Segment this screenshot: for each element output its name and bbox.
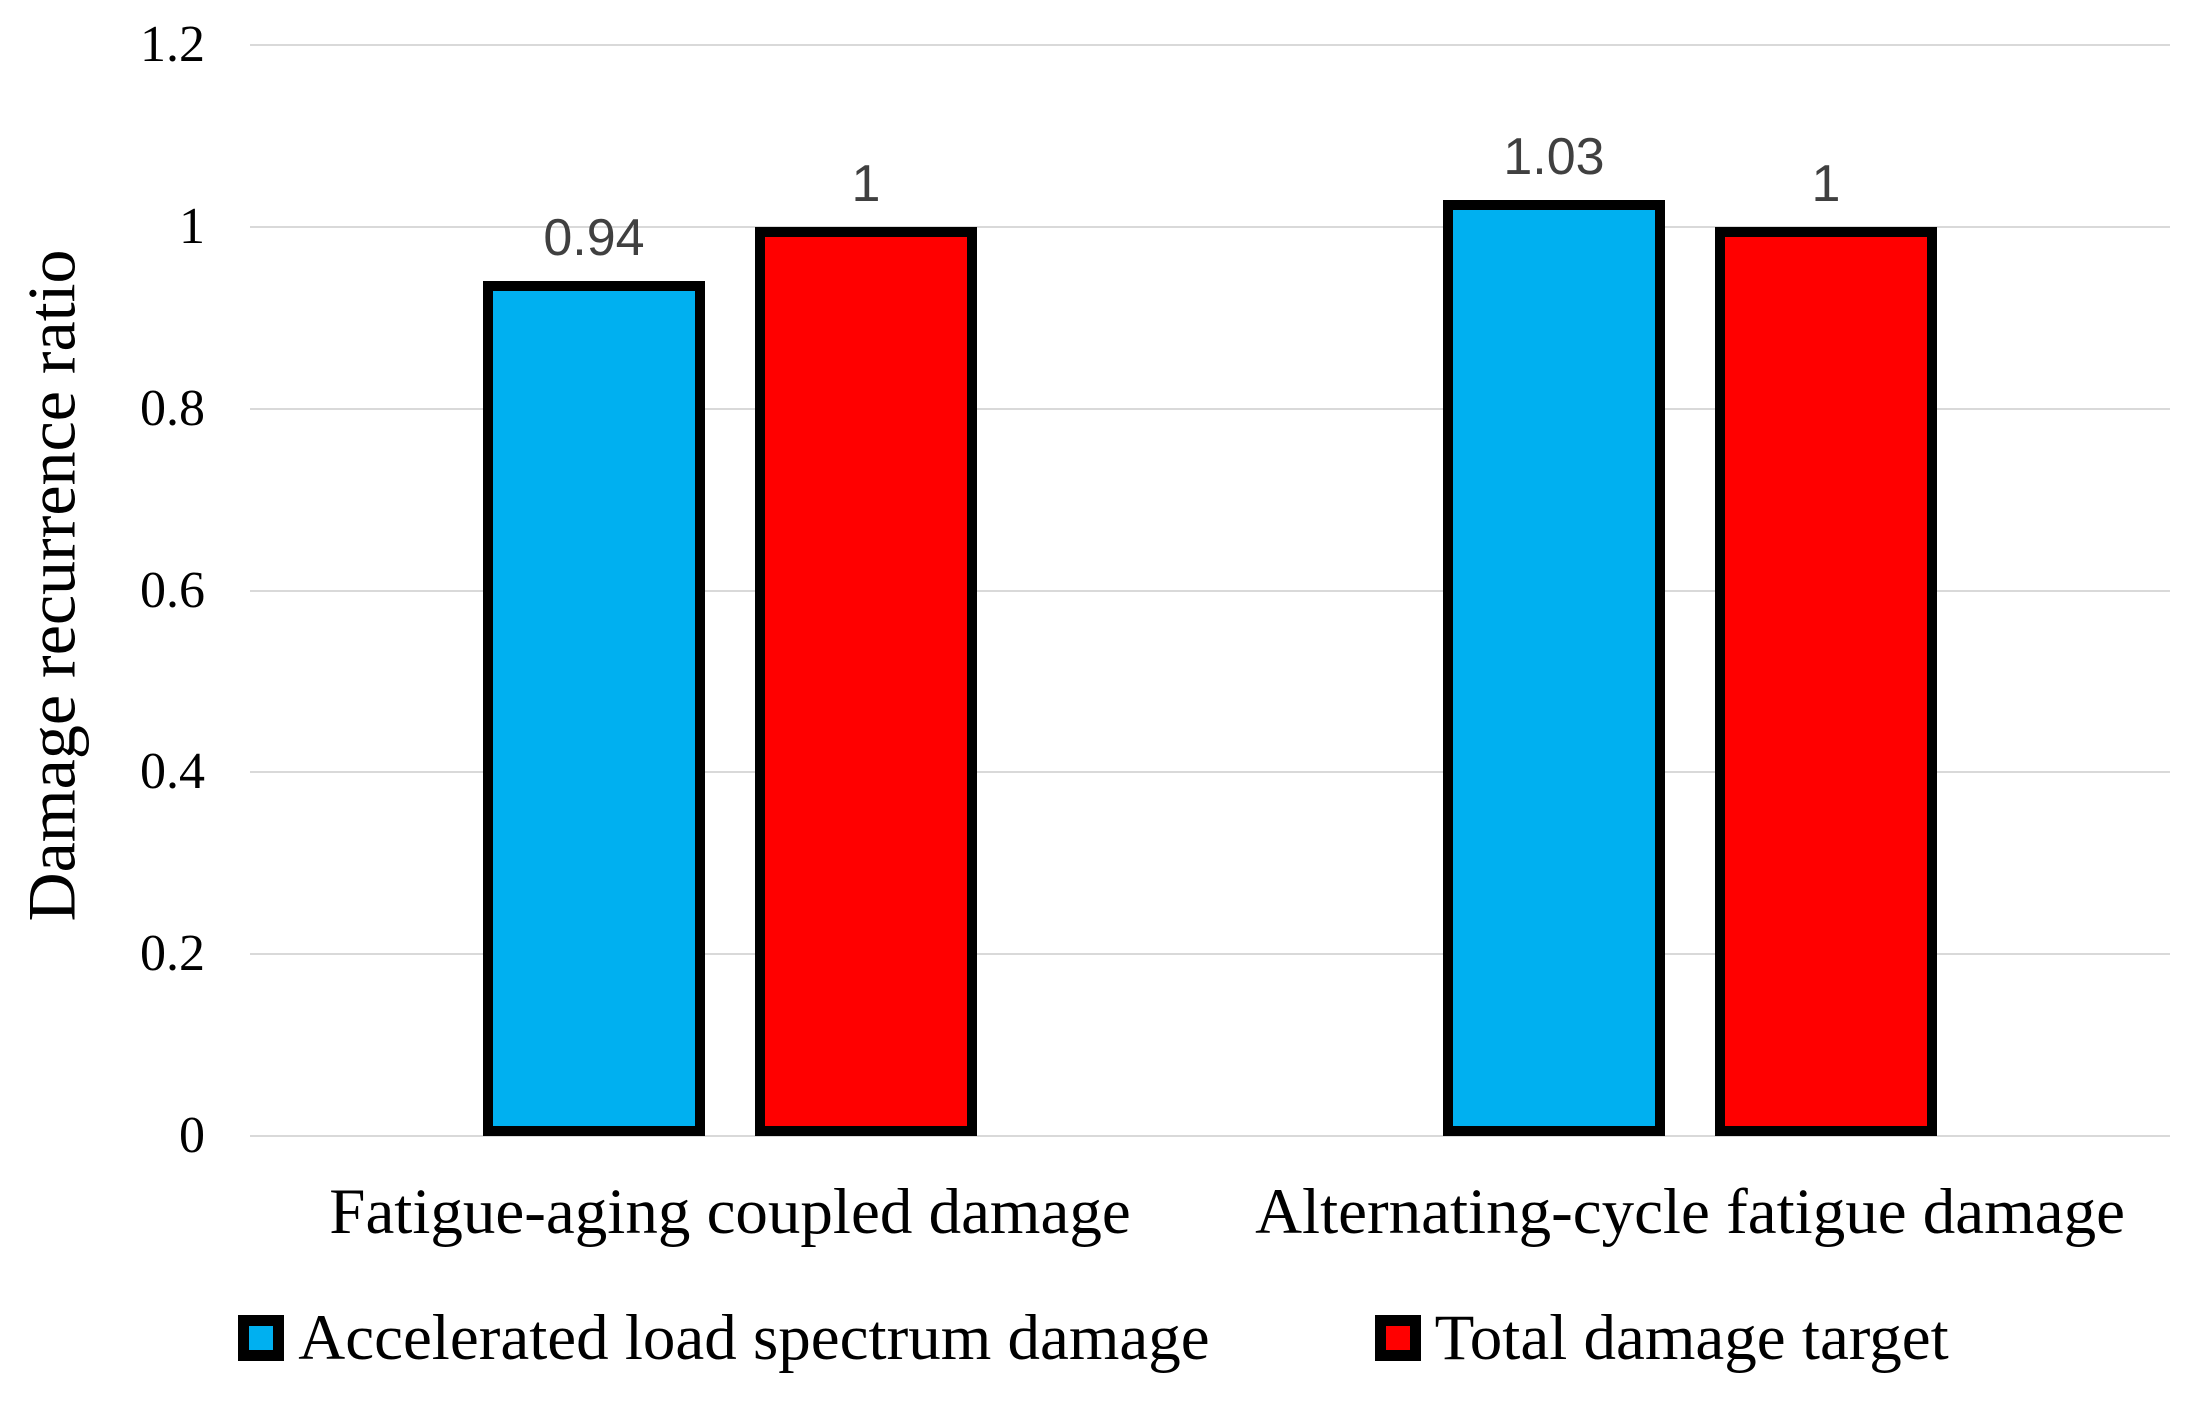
legend-label: Accelerated load spectrum damage [298, 1302, 1210, 1374]
gridline-0.6 [250, 589, 2170, 592]
legend-marker-icon [1374, 1315, 1421, 1361]
legend-marker-fill [249, 1326, 274, 1350]
legend-marker-fill [1385, 1326, 1410, 1350]
bar-value-label: 1 [1811, 154, 1841, 213]
y-tick-label-1.2: 1.2 [140, 16, 205, 73]
bar-series1-category1 [483, 281, 705, 1136]
gridline-1.2 [250, 44, 2170, 46]
legend-item-1: Accelerated load spectrum damage [238, 1298, 1210, 1378]
legend-item-2: Total damage target [1374, 1298, 1949, 1378]
y-tick-label-1: 1 [179, 197, 205, 255]
y-tick-label-0.2: 0.2 [140, 925, 205, 983]
gridline-1 [250, 225, 2170, 228]
legend-label: Total damage target [1434, 1302, 1949, 1374]
category-label-1: Fatigue-aging coupled damage [329, 1176, 1131, 1248]
bar-value-label: 1 [851, 154, 881, 213]
bar-value-label: 0.94 [543, 209, 645, 268]
plot-area: 0.94 1 1.03 1 [250, 44, 2170, 1137]
bar-series2-category2 [1715, 226, 1937, 1136]
gridline-0.4 [250, 771, 2170, 774]
y-tick-label-0.8: 0.8 [140, 379, 205, 437]
y-tick-label-0.4: 0.4 [140, 743, 205, 801]
y-tick-label-0: 0 [179, 1107, 205, 1164]
gridline-0 [250, 1135, 2170, 1137]
y-tick-label-0.6: 0.6 [140, 561, 205, 619]
category-label-2: Alternating-cycle fatigue damage [1255, 1176, 2125, 1248]
gridline-0.2 [250, 953, 2170, 956]
bar-value-label: 1.03 [1503, 127, 1605, 186]
legend-marker-icon [238, 1315, 285, 1361]
bar-series2-category1 [755, 226, 977, 1136]
legend: Accelerated load spectrum damage Total da… [0, 1298, 2187, 1378]
gridline-0.8 [250, 407, 2170, 410]
bar-series1-category2 [1443, 199, 1665, 1136]
